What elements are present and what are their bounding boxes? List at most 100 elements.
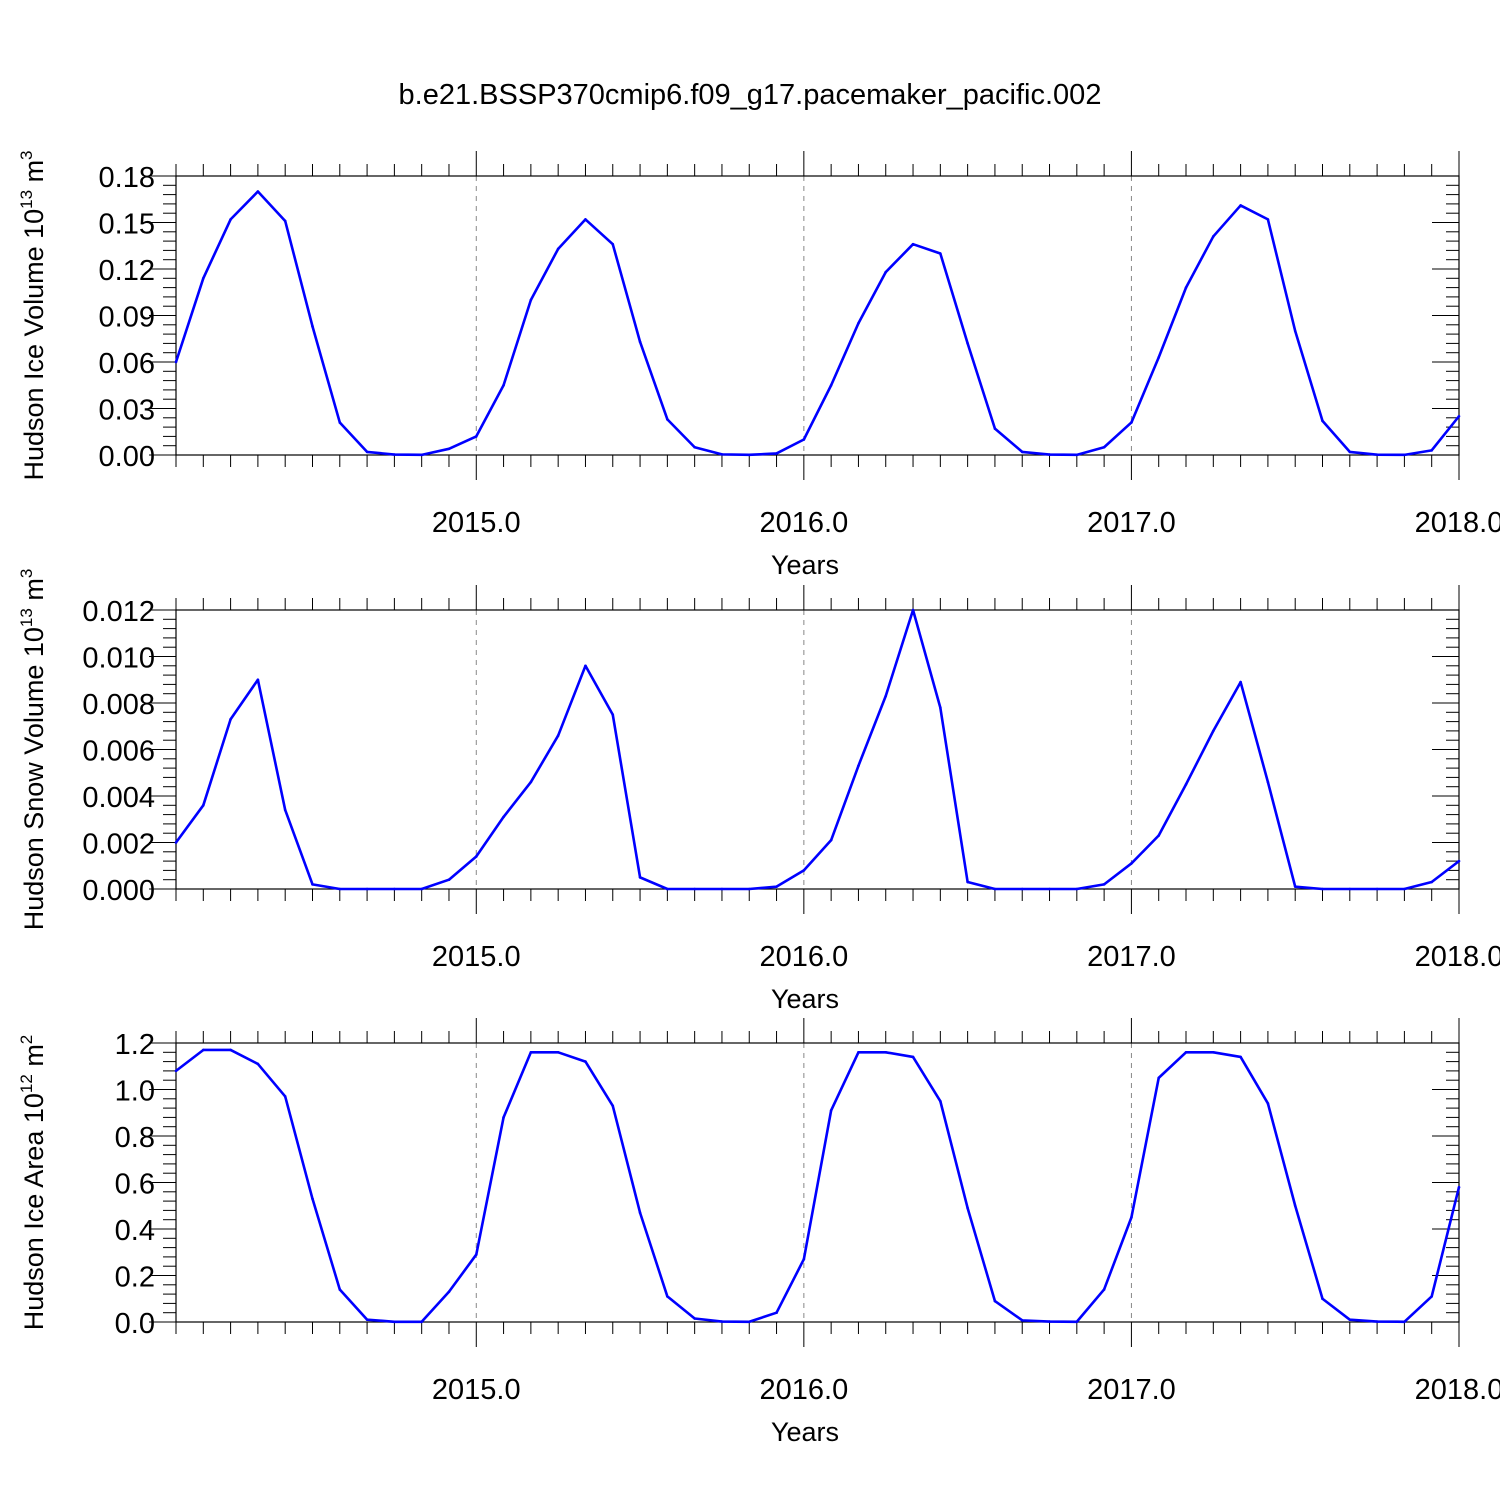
- data-point: [638, 340, 642, 344]
- y-axis-label-unit: m: [19, 1044, 49, 1074]
- data-point: [1075, 453, 1079, 457]
- y-tick-label: 0.15: [99, 209, 155, 241]
- data-point: [1130, 1216, 1133, 1219]
- data-point: [1048, 1320, 1051, 1323]
- data-point: [174, 360, 178, 364]
- data-point: [393, 1320, 396, 1324]
- data-point: [693, 887, 696, 891]
- data-point: [1293, 329, 1297, 333]
- y-tick-label: 0.010: [82, 643, 155, 675]
- data-point: [1321, 887, 1324, 891]
- data-point: [1348, 450, 1352, 454]
- data-point: [1239, 1055, 1242, 1059]
- x-tick-label: 2018.0: [1415, 1374, 1500, 1406]
- data-point: [1293, 885, 1297, 888]
- data-point: [775, 1311, 778, 1314]
- data-point: [857, 321, 860, 325]
- data-point: [611, 242, 615, 246]
- data-point: [1075, 887, 1079, 891]
- data-point: [747, 453, 751, 457]
- data-point: [556, 247, 560, 251]
- y-tick-label: 0.004: [82, 782, 155, 814]
- data-point: [1457, 1185, 1461, 1189]
- data-point: [884, 1051, 888, 1054]
- y-tick-label: 0.06: [99, 348, 155, 380]
- y-axis-label-unit: m: [19, 578, 49, 608]
- data-point: [884, 694, 888, 698]
- data-point: [311, 883, 314, 886]
- data-point: [256, 1062, 260, 1066]
- data-point: [1348, 1318, 1352, 1321]
- panels: 2015.0 2016.0 2017.0 2018.0Years0.000.030.0…: [17, 150, 1500, 1447]
- data-point: [474, 1253, 478, 1256]
- x-tick-label: 2017.0: [1087, 941, 1176, 973]
- data-point: [1157, 356, 1161, 359]
- data-point: [1266, 780, 1270, 784]
- data-point: [584, 1060, 587, 1063]
- data-point: [1430, 880, 1433, 884]
- y-axis-label-exponent: 12: [17, 1074, 36, 1093]
- x-axis-label: Years: [771, 550, 839, 580]
- data-point: [993, 887, 997, 891]
- data-point: [1212, 1051, 1215, 1054]
- data-point: [829, 838, 833, 842]
- y-tick-label: 0.6: [115, 1169, 155, 1201]
- data-point: [666, 887, 669, 891]
- data-point: [638, 1211, 642, 1215]
- x-tick-label: 2018.0: [1415, 941, 1500, 973]
- chart-panel-3: 2015.0 2016.0 2017.0 2018.0 Years 0.0 0.2 0.4 0.…: [17, 1018, 1500, 1447]
- data-point: [1157, 1076, 1161, 1080]
- y-axis-label-text: Hudson Snow Volume 10: [19, 627, 49, 930]
- data-point: [1048, 887, 1051, 891]
- data-point: [393, 887, 396, 891]
- data-point: [857, 764, 860, 768]
- data-point: [338, 1288, 342, 1291]
- x-tick-label: 2015.0: [432, 941, 521, 973]
- x-tick-label: 2018.0: [1415, 507, 1500, 539]
- data-point: [1457, 414, 1461, 418]
- data-point: [1157, 834, 1161, 837]
- data-point: [1184, 1051, 1188, 1054]
- data-point: [365, 450, 369, 454]
- data-point: [1266, 218, 1270, 221]
- data-point: [1184, 783, 1188, 786]
- data-point: [201, 804, 205, 807]
- data-point: [747, 1320, 751, 1324]
- data-point: [338, 887, 342, 891]
- data-point: [993, 1299, 997, 1303]
- data-point: [966, 880, 969, 884]
- data-point: [939, 1099, 942, 1103]
- data-point: [1020, 887, 1024, 891]
- y-tick-label: 0.4: [115, 1215, 155, 1247]
- data-point: [393, 453, 396, 456]
- x-tick-label: 2016.0: [760, 1374, 849, 1406]
- data-point: [829, 1109, 833, 1112]
- data-point: [447, 1290, 451, 1294]
- data-point: [365, 887, 369, 891]
- data-point: [502, 1116, 505, 1119]
- y-tick-label: 0.00: [99, 441, 155, 473]
- data-point: [1266, 1102, 1270, 1105]
- y-tick-label: 0.008: [82, 689, 155, 721]
- data-point: [693, 445, 696, 449]
- data-point: [802, 869, 806, 872]
- data-point: [338, 421, 342, 424]
- data-point: [911, 608, 915, 612]
- data-point: [1239, 680, 1242, 684]
- y-axis-label-text: Hudson Ice Volume 10: [19, 209, 49, 481]
- y-tick-label: 0.0: [115, 1308, 155, 1340]
- data-point: [1375, 887, 1379, 891]
- data-point: [1048, 453, 1051, 456]
- data-point: [256, 678, 260, 682]
- data-point: [829, 383, 833, 387]
- data-point: [229, 1048, 232, 1052]
- data-point: [556, 734, 560, 737]
- data-point: [1403, 453, 1406, 457]
- data-point: [201, 277, 205, 280]
- y-tick-label: 0.2: [115, 1262, 155, 1294]
- data-point: [283, 808, 287, 812]
- data-point: [1102, 445, 1106, 449]
- data-point: [1321, 419, 1324, 423]
- y-axis-label: Hudson Ice Area 1012 m2: [17, 1035, 49, 1331]
